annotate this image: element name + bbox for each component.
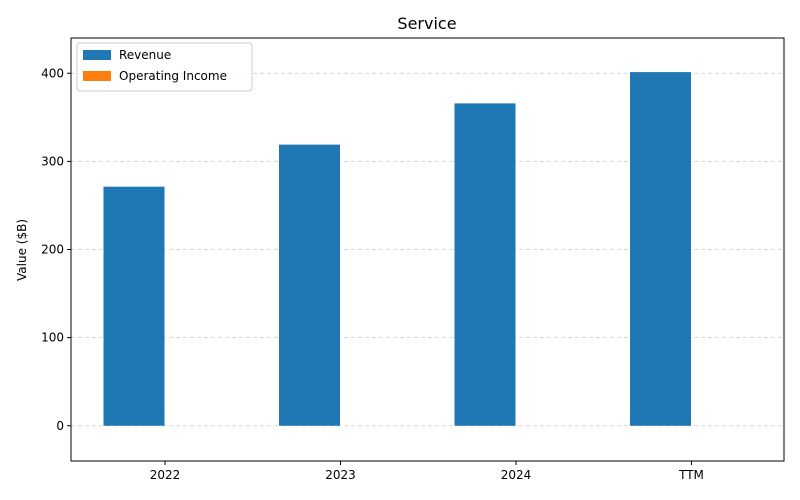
chart-title: Service [397, 14, 456, 33]
bar-revenue [103, 186, 165, 426]
x-axis: 2022 2023 2024 TTM [150, 461, 704, 482]
y-tick-label: 100 [41, 331, 64, 345]
y-tick-label: 300 [41, 154, 64, 168]
y-tick-label: 200 [41, 243, 64, 257]
legend-swatch [83, 50, 111, 60]
bar-revenue [630, 72, 691, 426]
y-axis: 0 100 200 300 400 [41, 66, 71, 433]
bar-series [103, 72, 691, 426]
bar-revenue [279, 144, 340, 426]
y-axis-label: Value ($B) [15, 219, 29, 281]
legend: Revenue Operating Income [76, 42, 253, 92]
x-tick-label: 2023 [325, 468, 356, 482]
legend-label: Revenue [119, 48, 171, 62]
x-tick-label: 2024 [501, 468, 532, 482]
x-tick-label: TTM [678, 468, 704, 482]
legend-swatch [83, 71, 111, 81]
legend-box [76, 42, 253, 92]
bar-revenue [454, 103, 516, 426]
y-tick-label: 0 [56, 419, 64, 433]
x-tick-label: 2022 [150, 468, 181, 482]
y-tick-label: 400 [41, 66, 64, 80]
legend-label: Operating Income [119, 69, 227, 83]
